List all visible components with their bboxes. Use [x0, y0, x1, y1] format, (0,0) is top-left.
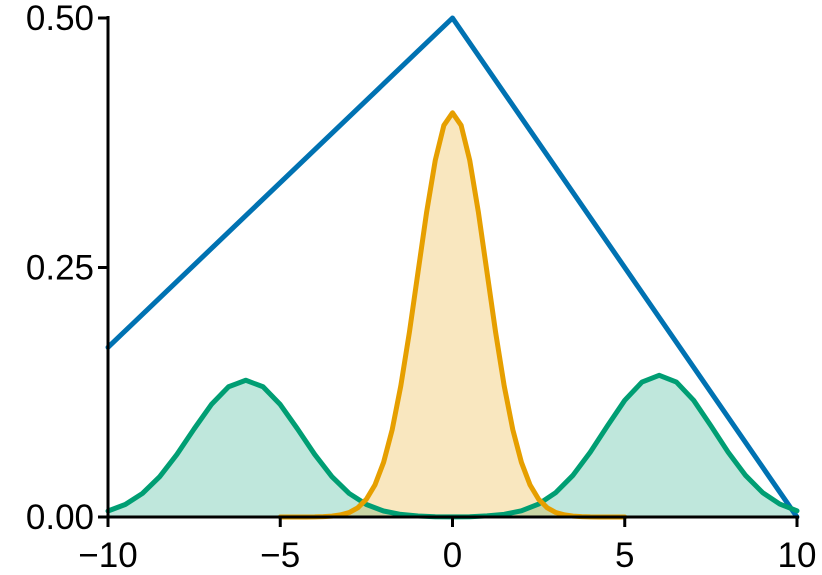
- area: [280, 112, 625, 517]
- area: [108, 375, 797, 517]
- x-tick-label: 5: [615, 536, 634, 575]
- line: [277, 110, 628, 520]
- y-tick-label: 0.50: [26, 0, 94, 38]
- y-tick-label: 0.25: [26, 249, 94, 288]
- y-tick-label: 0.00: [26, 498, 94, 537]
- x-tick-label: 10: [778, 536, 817, 575]
- line: [105, 15, 800, 520]
- x-tick-label: 0: [443, 536, 462, 575]
- x-tick-label: −10: [78, 536, 137, 575]
- x-tick-label: −5: [260, 536, 300, 575]
